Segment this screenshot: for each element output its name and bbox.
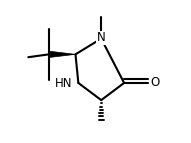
- Text: O: O: [150, 77, 159, 89]
- Polygon shape: [49, 51, 75, 57]
- Text: HN: HN: [55, 77, 73, 90]
- Text: N: N: [97, 31, 106, 44]
